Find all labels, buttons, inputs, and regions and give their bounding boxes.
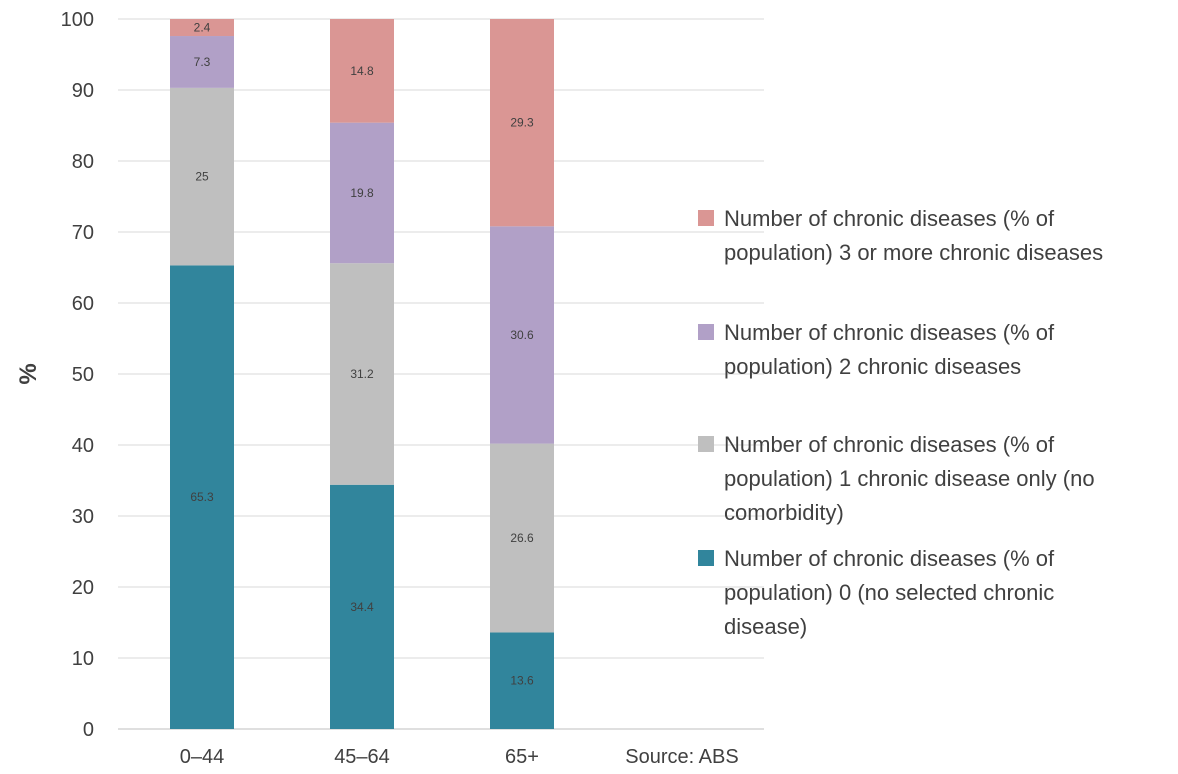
legend-swatch	[698, 436, 714, 452]
legend-swatch	[698, 210, 714, 226]
bar-segment	[330, 19, 394, 123]
bar-segment	[330, 122, 394, 264]
bar-segment	[170, 265, 234, 729]
y-tick-label: 10	[72, 648, 94, 670]
legend-label: Number of chronic diseases (% of	[724, 206, 1055, 231]
legend-label: disease)	[724, 614, 807, 639]
x-axis-ticks: 0–44 45–64 65+	[180, 746, 539, 768]
bar-segment	[170, 87, 234, 266]
x-tick-label: 45–64	[334, 746, 390, 768]
y-tick-label: 90	[72, 80, 94, 102]
legend-label: population) 1 chronic disease only (no	[724, 466, 1095, 491]
x-tick-label: 0–44	[180, 746, 225, 768]
bars: 65.3 25 7.3 2.4 34.4 31.2 19.8 14.8 13.6 26.6 30.6…	[170, 19, 554, 729]
data-label: 65.3	[190, 490, 214, 504]
y-tick-label: 40	[72, 435, 94, 457]
bar-segment	[170, 19, 234, 37]
source-note: Source: ABS	[625, 746, 738, 768]
data-label: 29.3	[510, 116, 534, 130]
data-label: 13.6	[510, 674, 534, 688]
legend-label: comorbidity)	[724, 500, 844, 525]
legend-swatch	[698, 324, 714, 340]
data-label: 34.4	[350, 600, 374, 614]
data-label: 7.3	[194, 55, 211, 69]
legend-label: Number of chronic diseases (% of	[724, 432, 1055, 457]
y-tick-label: 100	[61, 9, 94, 31]
y-tick-label: 0	[83, 719, 94, 741]
data-label: 25	[195, 170, 209, 184]
data-label: 31.2	[350, 367, 374, 381]
legend: Number of chronic diseases (% of populati…	[698, 206, 1103, 639]
legend-entry: Number of chronic diseases (% of populati…	[698, 432, 1095, 525]
data-label: 26.6	[510, 531, 534, 545]
y-tick-label: 60	[72, 293, 94, 315]
x-tick-label: 65+	[505, 746, 539, 768]
legend-entry: Number of chronic diseases (% of populati…	[698, 546, 1055, 639]
y-tick-label: 50	[72, 364, 94, 386]
legend-swatch	[698, 550, 714, 566]
y-tick-label: 20	[72, 577, 94, 599]
y-tick-label: 30	[72, 506, 94, 528]
legend-label: population) 3 or more chronic diseases	[724, 240, 1103, 265]
data-label: 2.4	[194, 21, 211, 35]
legend-label: Number of chronic diseases (% of	[724, 546, 1055, 571]
legend-entry: Number of chronic diseases (% of populati…	[698, 206, 1103, 265]
y-tick-label: 70	[72, 222, 94, 244]
y-axis-title: %	[15, 363, 42, 384]
bar-segment	[490, 19, 554, 227]
y-tick-label: 80	[72, 151, 94, 173]
bar-segment	[330, 484, 394, 729]
data-label: 14.8	[350, 64, 374, 78]
bar-segment	[490, 443, 554, 633]
data-label: 30.6	[510, 328, 534, 342]
legend-label: population) 2 chronic diseases	[724, 354, 1021, 379]
bar-segment	[490, 226, 554, 444]
bar-segment	[490, 632, 554, 729]
bar-segment	[330, 263, 394, 485]
bar-segment	[170, 36, 234, 88]
data-label: 19.8	[350, 186, 374, 200]
legend-label: Number of chronic diseases (% of	[724, 320, 1055, 345]
legend-label: population) 0 (no selected chronic	[724, 580, 1054, 605]
legend-entry: Number of chronic diseases (% of populati…	[698, 320, 1055, 379]
y-axis-ticks: 0 10 20 30 40 50 60 70 80 90 100	[61, 9, 94, 741]
